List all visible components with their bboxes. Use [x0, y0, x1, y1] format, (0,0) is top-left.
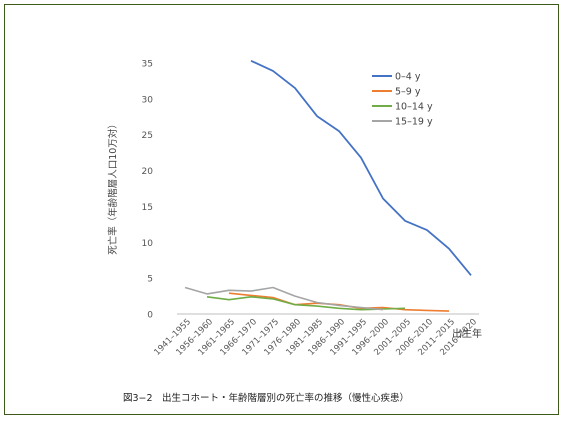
legend-label: 0–4 y — [395, 72, 421, 83]
legend-label: 5–9 y — [395, 87, 421, 98]
figure-frame: 0 5 10 15 20 25 30 35 1941–1955 1956–1960 1961–196… — [4, 4, 559, 415]
figure-caption: 図3−2 出生コホート・年齢階層別の死亡率の推移（慢性心疾患） — [123, 393, 410, 404]
line-chart: 051015202530351941–19551956–19601961–196… — [107, 59, 482, 358]
series-line-3 — [184, 286, 384, 311]
y-tick-label: 25 — [142, 131, 153, 141]
y-tick-label: 20 — [142, 167, 154, 177]
x-axis-label: 出生年 — [452, 327, 482, 340]
y-tick-label: 10 — [142, 239, 154, 249]
series-line-0 — [250, 59, 472, 276]
legend-label: 10–14 y — [395, 102, 433, 113]
y-tick-label: 15 — [142, 203, 153, 213]
y-tick-label: 0 — [147, 311, 153, 321]
y-tick-label: 30 — [142, 95, 154, 105]
legend-label: 15–19 y — [395, 117, 433, 128]
y-axis-label: 死亡率（年齢階層人口10万対） — [107, 119, 119, 255]
y-tick-label: 5 — [147, 275, 153, 285]
y-tick-label: 35 — [142, 60, 153, 70]
